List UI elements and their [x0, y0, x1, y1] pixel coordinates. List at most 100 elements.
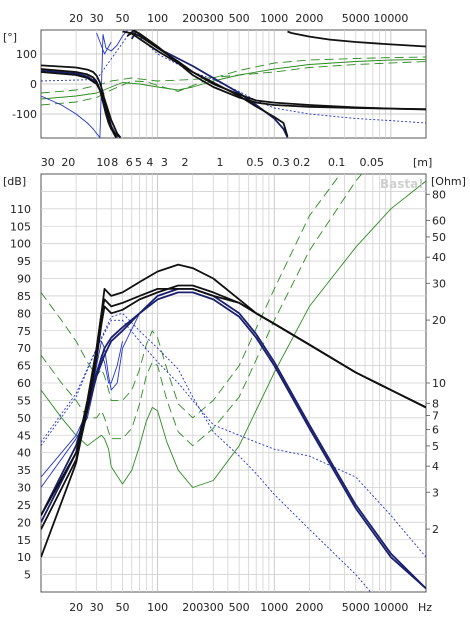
phase-freq-tick-label: 5000: [342, 12, 370, 25]
ohm-tick-label: 5: [432, 440, 439, 453]
db-tick-label: 110: [10, 203, 31, 216]
phase-unit-label: [°]: [3, 31, 17, 44]
ohm-tick-label: 8: [432, 397, 439, 410]
phase-curve: [287, 30, 426, 48]
db-unit-label: [dB]: [3, 175, 26, 188]
db-tick-label: 60: [17, 377, 31, 390]
phase-curve: [96, 32, 112, 55]
phase-freq-tick-label: 200: [182, 12, 203, 25]
db-tick-label: 105: [10, 220, 31, 233]
db-tick-label: 35: [17, 464, 31, 477]
spl-freq-tick-label: 10000: [373, 601, 408, 614]
spl-freq-tick-label: 100: [147, 601, 168, 614]
wavelength-tick-label: 30: [41, 156, 55, 169]
wavelength-tick-label: 0.05: [360, 156, 385, 169]
phase-curve: [129, 30, 426, 111]
wavelength-tick-label: 2: [181, 156, 188, 169]
db-tick-label: 70: [17, 342, 31, 355]
wavelength-tick-label: 4: [146, 156, 153, 169]
wavelength-tick-label: 0.1: [328, 156, 346, 169]
spl-freq-tick-label: 2000: [295, 601, 323, 614]
phase-curve-group: [41, 30, 426, 138]
spl-freq-tick-label: 500: [229, 601, 250, 614]
phase-freq-tick-label: 2000: [295, 12, 323, 25]
ohm-tick-label: 60: [432, 214, 446, 227]
db-tick-label: 75: [17, 325, 31, 338]
spl-freq-tick-label: 50: [116, 601, 130, 614]
spl-curve: [41, 287, 426, 516]
db-tick-label: 65: [17, 360, 31, 373]
db-tick-label: 10: [17, 551, 31, 564]
spl-curve: [41, 180, 426, 488]
wavelength-tick-label: 0.5: [246, 156, 264, 169]
spl-grid: [41, 174, 426, 592]
db-tick-label: 55: [17, 394, 31, 407]
ohm-unit-label: [Ohm]: [431, 175, 466, 188]
phase-freq-tick-label: 30: [90, 12, 104, 25]
db-tick-label: 30: [17, 482, 31, 495]
spl-freq-tick-label: 5000: [342, 601, 370, 614]
ohm-tick-label: 80: [432, 188, 446, 201]
phase-freq-tick-label: 10000: [373, 12, 408, 25]
phase-axis-labels: 20 30 50 100 200 300 500 1000 2000 5000 100001000-…: [12, 12, 408, 121]
db-tick-label: 25: [17, 499, 31, 512]
phase-curve: [41, 64, 117, 138]
spl-curve: [41, 312, 372, 592]
spl-axis-labels: 1101051009590858075706560555045403530252…: [10, 156, 446, 614]
phase-chart: 20 30 50 100 200 300 500 1000 2000 5000 100001000-…: [3, 12, 427, 139]
phase-curve: [41, 30, 128, 138]
db-tick-label: 90: [17, 273, 31, 286]
spl-freq-tick-label: 1000: [260, 601, 288, 614]
spl-impedance-curves: [41, 174, 426, 592]
db-tick-label: 15: [17, 534, 31, 547]
spl-impedance-chart: 1101051009590858075706560555045403530252…: [3, 156, 466, 614]
wavelength-tick-label: 10: [96, 156, 110, 169]
ohm-tick-label: 30: [432, 277, 446, 290]
ohm-tick-label: 20: [432, 314, 446, 327]
wavelength-tick-label: 0.2: [293, 156, 311, 169]
ohm-tick-label: 4: [432, 460, 439, 473]
ohm-tick-label: 10: [432, 377, 446, 390]
db-tick-label: 95: [17, 255, 31, 268]
db-tick-label: 50: [17, 412, 31, 425]
wavelength-tick-label: 3: [161, 156, 168, 169]
spl-freq-tick-label: 200: [182, 601, 203, 614]
phase-freq-tick-label: 20: [69, 12, 83, 25]
wavelength-tick-label: 1: [217, 156, 224, 169]
db-tick-label: 85: [17, 290, 31, 303]
spl-curve: [41, 319, 426, 558]
ohm-tick-label: 6: [432, 423, 439, 436]
ohm-tick-label: 3: [432, 486, 439, 499]
wavelength-tick-label: 0.3: [272, 156, 290, 169]
db-tick-label: 5: [24, 569, 31, 582]
hz-unit-label: Hz: [418, 601, 432, 614]
spl-freq-tick-label: 300: [203, 601, 224, 614]
phase-freq-tick-label: 1000: [260, 12, 288, 25]
phase-curve: [41, 30, 426, 124]
phase-freq-tick-label: 500: [229, 12, 250, 25]
phase-freq-tick-label: 50: [116, 12, 130, 25]
wavelength-tick-label: 5: [135, 156, 142, 169]
phase-curve: [41, 58, 426, 100]
spl-curve-group: [41, 174, 426, 592]
spl-curve: [41, 291, 426, 590]
db-tick-label: 40: [17, 447, 31, 460]
phase-y-tick-label: -100: [12, 108, 37, 121]
db-tick-label: 20: [17, 516, 31, 529]
spl-curve: [41, 174, 341, 419]
db-tick-label: 80: [17, 307, 31, 320]
ohm-tick-label: 50: [432, 231, 446, 244]
ohm-tick-label: 40: [432, 251, 446, 264]
spl-freq-tick-label: 30: [90, 601, 104, 614]
ohm-tick-label: 2: [432, 523, 439, 536]
spl-curve: [41, 174, 363, 447]
phase-freq-tick-label: 300: [203, 12, 224, 25]
phase-freq-tick-label: 100: [147, 12, 168, 25]
watermark-text: Basta!: [380, 177, 424, 191]
wavelength-tick-label: 20: [61, 156, 75, 169]
ohm-tick-label: 7: [432, 409, 439, 422]
phase-y-tick-label: 0: [30, 78, 37, 91]
db-tick-label: 100: [10, 238, 31, 251]
spl-freq-tick-label: 20: [69, 601, 83, 614]
phase-y-tick-label: 100: [16, 48, 37, 61]
